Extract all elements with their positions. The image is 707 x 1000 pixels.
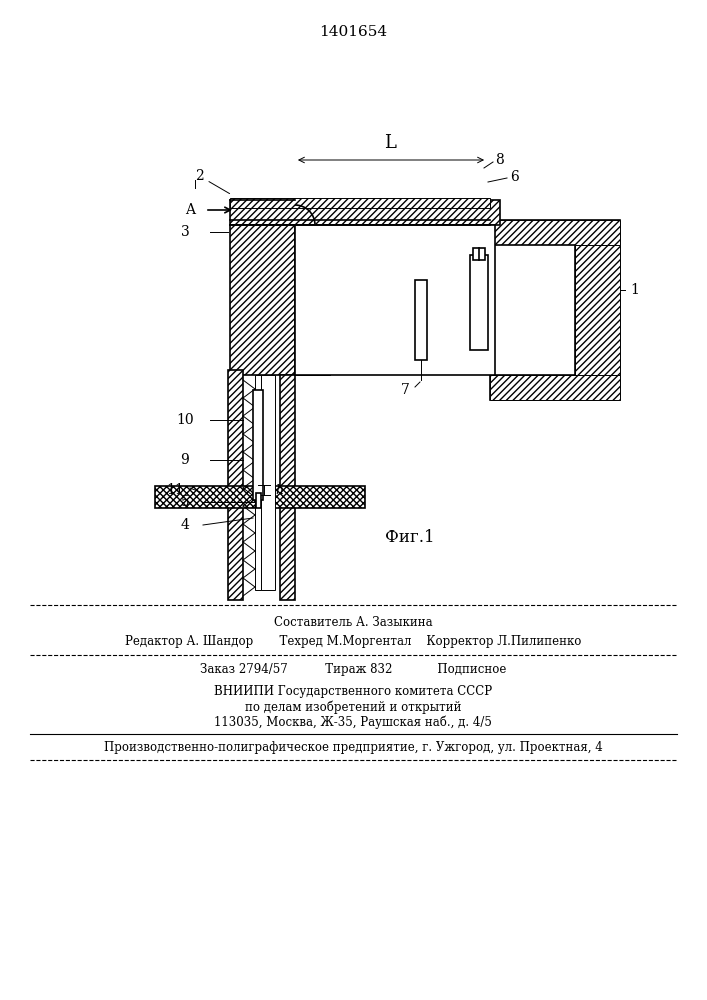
Text: 113035, Москва, Ж-35, Раушская наб., д. 4/5: 113035, Москва, Ж-35, Раушская наб., д. … bbox=[214, 715, 492, 729]
Text: 1401654: 1401654 bbox=[319, 25, 387, 39]
Bar bbox=[415, 280, 427, 360]
Bar bbox=[490, 220, 620, 245]
Text: 1: 1 bbox=[630, 283, 639, 297]
Bar bbox=[470, 255, 488, 350]
Bar bbox=[230, 200, 500, 225]
Text: 11: 11 bbox=[166, 483, 184, 497]
Text: Редактор А. Шандор       Техред М.Моргентал    Корректор Л.Пилипенко: Редактор А. Шандор Техред М.Моргентал Ко… bbox=[125, 636, 581, 648]
Text: 10: 10 bbox=[176, 413, 194, 427]
Text: 6: 6 bbox=[510, 170, 519, 184]
Bar bbox=[473, 248, 485, 260]
Bar bbox=[490, 375, 620, 400]
Text: 7: 7 bbox=[401, 383, 409, 397]
Text: 8: 8 bbox=[495, 153, 504, 167]
Text: 3: 3 bbox=[180, 225, 189, 239]
Bar bbox=[230, 225, 295, 375]
Text: A: A bbox=[185, 203, 195, 217]
Text: L: L bbox=[384, 134, 396, 152]
Text: 4: 4 bbox=[180, 518, 189, 532]
Text: 5: 5 bbox=[180, 495, 189, 509]
Text: Фиг.1: Фиг.1 bbox=[385, 530, 435, 546]
Text: Производственно-полиграфическое предприятие, г. Ужгород, ул. Проектная, 4: Производственно-полиграфическое предприя… bbox=[104, 742, 602, 754]
Bar bbox=[253, 390, 263, 500]
Text: ВНИИПИ Государственного комитета СССР: ВНИИПИ Государственного комитета СССР bbox=[214, 686, 492, 698]
Text: Составитель А. Зазыкина: Составитель А. Зазыкина bbox=[274, 615, 432, 629]
Text: по делам изобретений и открытий: по делам изобретений и открытий bbox=[245, 700, 461, 714]
Bar bbox=[575, 245, 620, 375]
Text: 9: 9 bbox=[180, 453, 189, 467]
Bar bbox=[280, 375, 295, 600]
Bar bbox=[330, 270, 395, 350]
Bar bbox=[395, 255, 490, 365]
Bar bbox=[295, 225, 495, 375]
Bar bbox=[261, 375, 275, 590]
Bar bbox=[255, 375, 261, 590]
Text: h: h bbox=[275, 484, 283, 496]
Bar bbox=[490, 220, 620, 400]
Bar bbox=[230, 198, 490, 208]
Text: Заказ 2794/57          Тираж 832            Подписное: Заказ 2794/57 Тираж 832 Подписное bbox=[200, 664, 506, 676]
Bar bbox=[155, 486, 365, 508]
Bar bbox=[256, 493, 261, 508]
Bar bbox=[490, 245, 575, 375]
Bar bbox=[295, 245, 330, 375]
Bar bbox=[228, 370, 243, 600]
Text: 2: 2 bbox=[195, 169, 230, 194]
